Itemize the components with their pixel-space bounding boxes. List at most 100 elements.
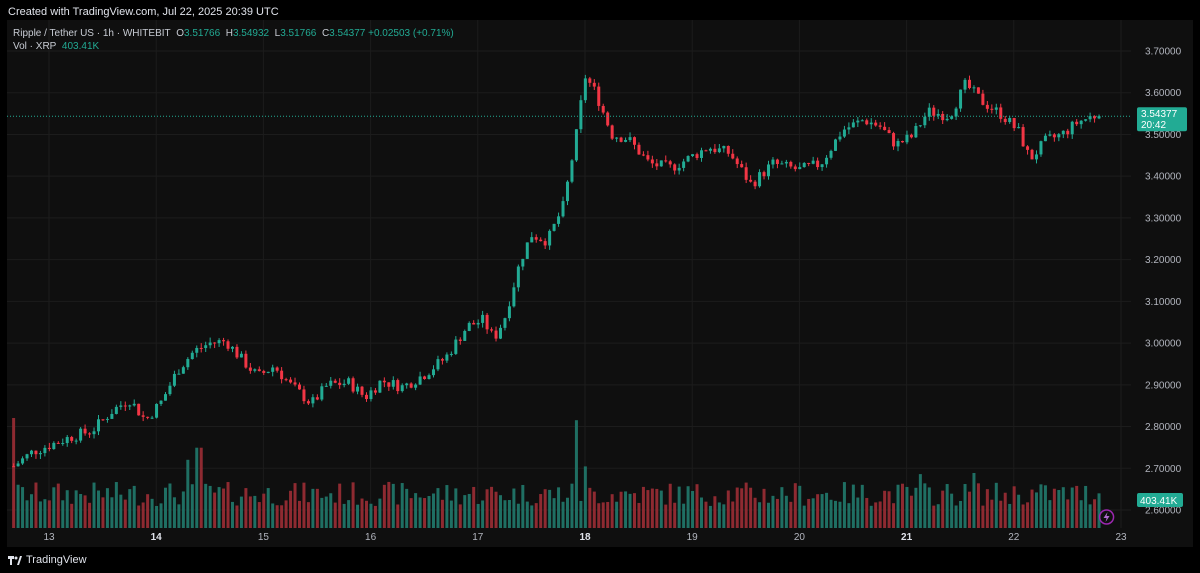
volume-bar [244,488,248,528]
time-tick-label: 15 [258,532,270,543]
price-tick-label: 3.50000 [1145,130,1182,141]
lightning-icon[interactable] [1098,509,1115,525]
price-tick-label: 2.60000 [1145,506,1182,517]
candle-body-up [838,136,842,140]
volume-bar [851,484,855,528]
time-tick-label: 22 [1008,532,1020,543]
candle-body-down [704,150,708,152]
candle-body-down [909,134,913,138]
candle-body-up [552,223,556,231]
candle-body-down [338,382,342,386]
volume-bar [320,497,324,528]
volume-bar [463,495,467,528]
volume-bar [923,483,927,528]
last-price-tag: 3.54377 20:42 [1137,107,1187,132]
volume-bar [414,493,418,528]
candle-body-up [521,258,525,267]
candle-body-up [427,375,431,379]
candle-body-up [628,137,632,141]
volume-bar [472,486,476,528]
volume-bar [110,497,114,528]
volume-bar [932,505,936,528]
candle-body-down [695,154,699,158]
candle-body-up [29,450,33,455]
candle-body-down [1066,130,1070,135]
candle-body-up [239,353,243,358]
volume-bar [780,487,784,528]
price-tick-label: 3.00000 [1145,339,1182,350]
candle-body-up [181,367,185,374]
price-tick-label: 3.40000 [1145,172,1182,183]
candle-body-up [896,141,900,147]
candle-body-up [132,403,136,406]
candle-body-down [1021,127,1025,147]
volume-bar [181,491,185,528]
candle-body-up [758,172,762,187]
time-axis[interactable]: 13 14 15 16 17 18 19 20 21 22 23 [43,532,1127,543]
candle-body-up [717,148,721,153]
candle-body-down [141,415,145,417]
volume-bar [543,489,547,528]
volume-bar [427,496,431,528]
volume-bar [163,487,167,528]
volume-bar [999,500,1003,528]
candle-body-up [842,129,846,137]
volume-bar [208,485,212,528]
volume-bar [597,503,601,528]
candle-body-up [481,314,485,323]
volume-bar [927,487,931,528]
candle-body-up [253,369,257,371]
volume-bar [825,492,829,528]
volume-label[interactable]: Vol · XRP [13,41,57,52]
volume-bar [682,503,686,528]
volume-bar [213,492,217,528]
candle-body-down [12,466,16,468]
low-label: L [274,28,281,39]
candle-body-up [825,157,829,165]
candle-body-down [650,159,654,164]
candle-body-down [878,125,882,127]
candle-body-down [226,341,230,349]
candle-body-up [936,113,940,116]
volume-bar [347,500,351,528]
volume-bar [92,482,96,528]
candle-body-down [280,370,284,380]
volume-bar [329,493,333,528]
volume-bar [253,495,257,528]
volume-bar [155,505,159,528]
candle-body-down [1052,134,1056,138]
candle-body-down [932,107,936,116]
volume-bar [583,466,587,528]
volume-bar [485,489,489,528]
candle-body-down [248,367,252,371]
candle-body-up [659,160,663,167]
volume-bar [280,505,284,528]
symbol-title[interactable]: Ripple / Tether US · 1h · WHITEBIT [13,28,171,39]
candle-body-up [1057,134,1061,138]
candle-body-up [784,161,788,164]
volume-bar [1026,502,1030,528]
volume-bar [284,500,288,528]
candle-body-up [391,380,395,387]
volume-bar [333,502,337,528]
volume-bar [896,484,900,528]
candle-body-up [972,87,976,89]
candle-body-up [65,437,69,444]
volume-bar [744,482,748,528]
volume-bar [387,481,391,528]
chart-frame[interactable]: 3.70000 3.60000 3.50000 3.40000 3.30000 3.200… [7,20,1193,547]
volume-bar [985,489,989,528]
candle-body-up [945,118,949,121]
price-candles [12,74,1101,468]
candlestick-chart[interactable]: 3.70000 3.60000 3.50000 3.40000 3.30000 3.200… [7,20,1193,547]
candle-body-down [257,369,261,372]
candle-body-up [615,137,619,139]
volume-bar [512,488,516,528]
volume-bar [641,486,645,528]
price-axis[interactable]: 3.70000 3.60000 3.50000 3.40000 3.30000 3.200… [1145,47,1182,517]
volume-bar [838,501,842,528]
footer-brand[interactable]: TradingView [8,554,87,566]
candle-body-up [163,394,167,401]
footer-brand-text: TradingView [26,554,87,566]
volume-bar [490,486,494,528]
